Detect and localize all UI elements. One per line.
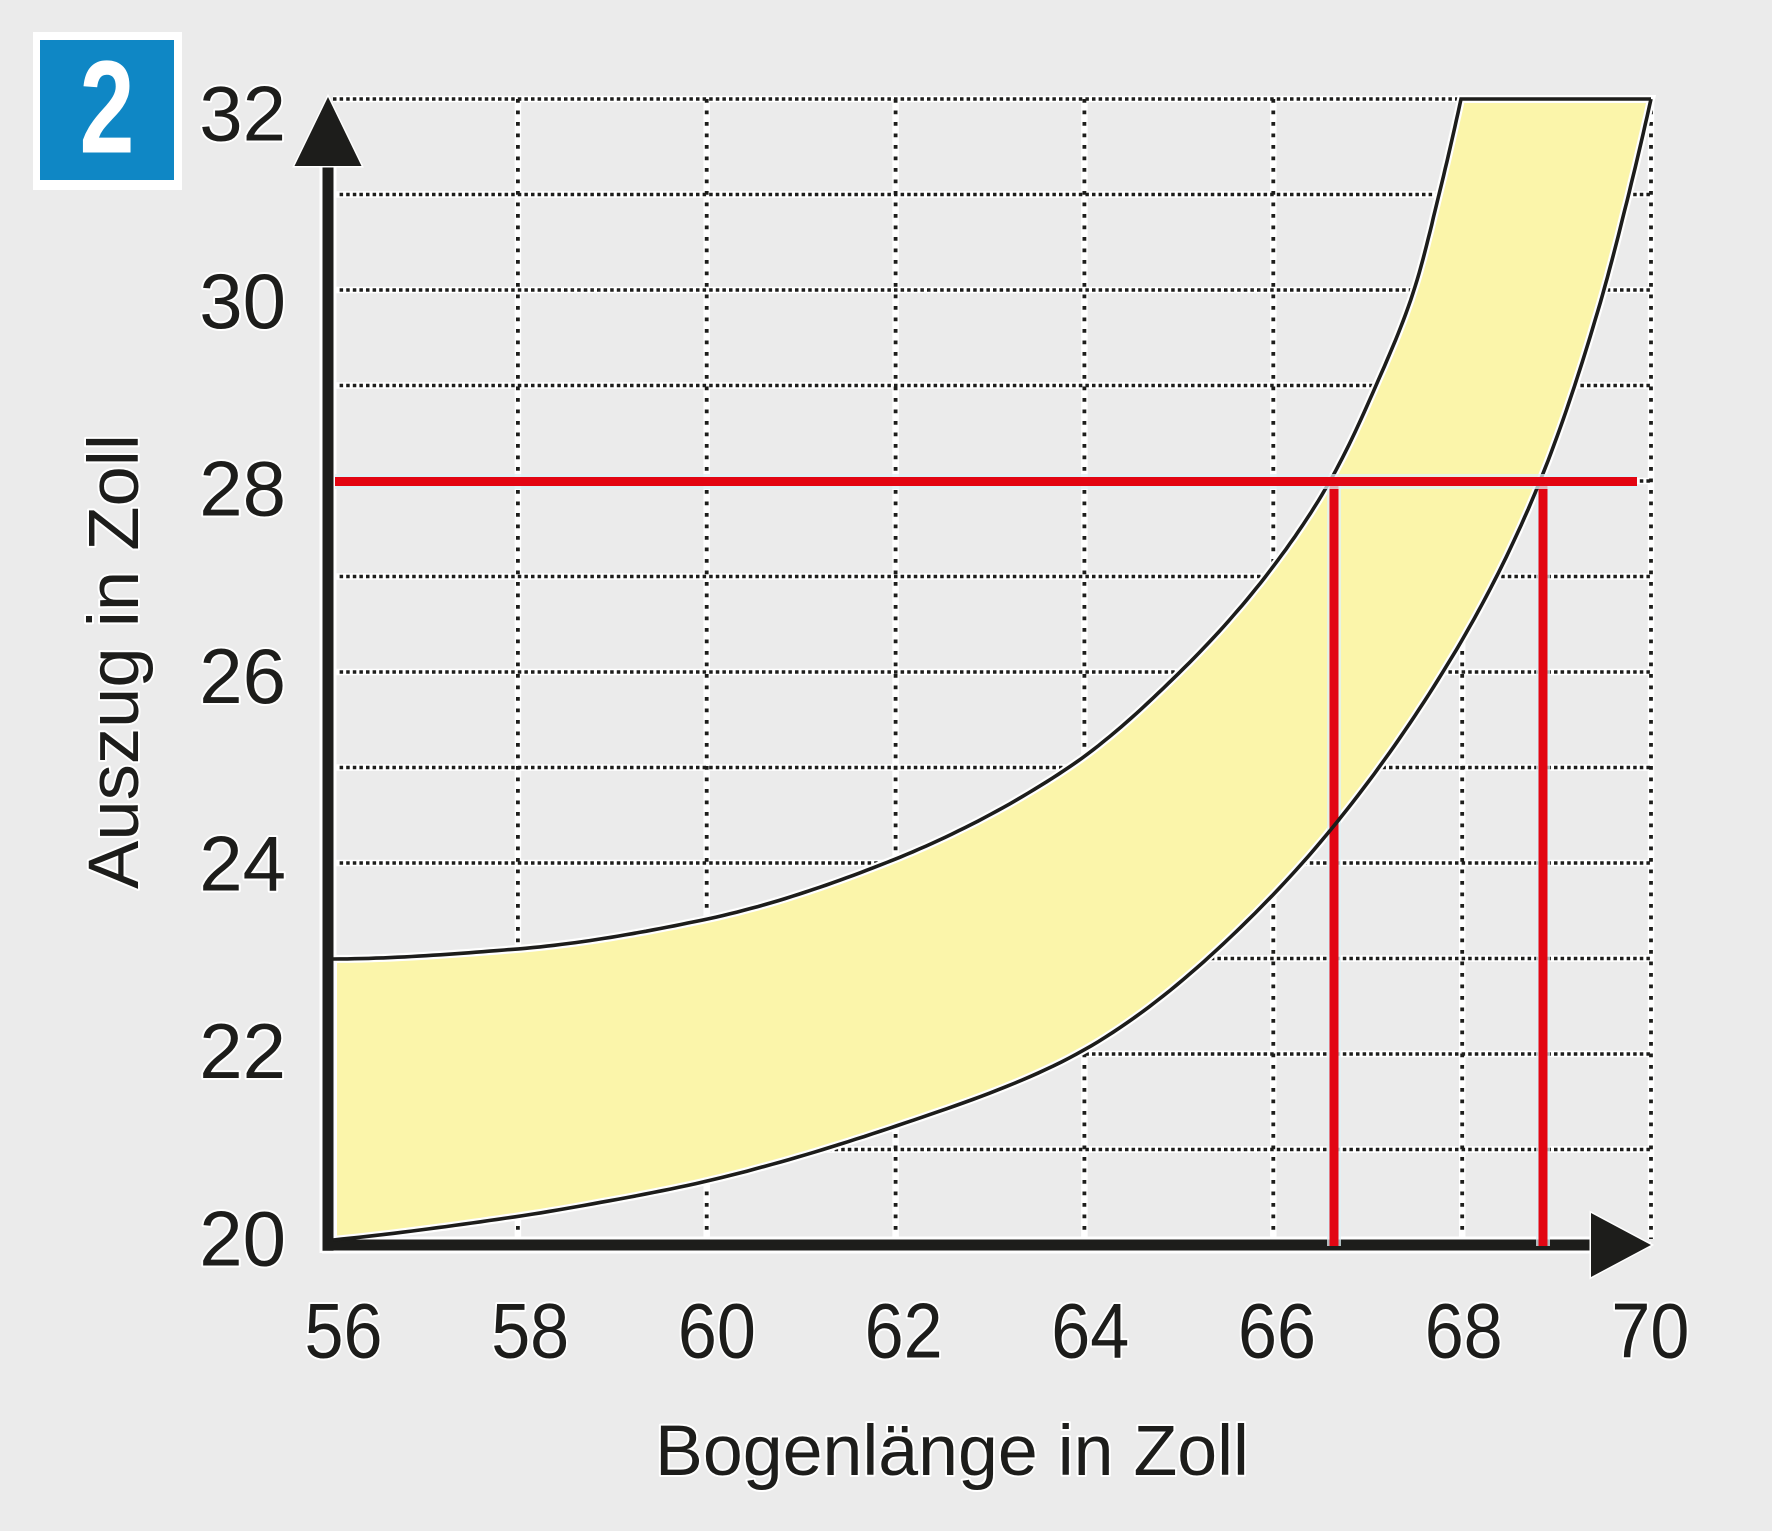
svg-text:20: 20 — [199, 1194, 286, 1282]
svg-text:64: 64 — [1051, 1287, 1129, 1375]
svg-text:Bogenlänge in Zoll: Bogenlänge in Zoll — [655, 1412, 1249, 1491]
svg-text:58: 58 — [491, 1287, 569, 1375]
svg-text:70: 70 — [1611, 1287, 1689, 1375]
svg-text:28: 28 — [199, 444, 286, 532]
svg-text:66: 66 — [1238, 1287, 1316, 1375]
svg-text:68: 68 — [1425, 1287, 1503, 1375]
svg-text:22: 22 — [199, 1007, 286, 1095]
svg-text:32: 32 — [199, 69, 286, 157]
svg-text:Auszug in Zoll: Auszug in Zoll — [75, 434, 154, 889]
svg-text:60: 60 — [678, 1287, 756, 1375]
svg-text:30: 30 — [199, 257, 286, 345]
svg-text:24: 24 — [199, 819, 286, 907]
svg-text:56: 56 — [305, 1287, 383, 1375]
svg-text:62: 62 — [865, 1287, 943, 1375]
svg-text:26: 26 — [199, 632, 286, 720]
svg-text:2: 2 — [80, 34, 135, 181]
